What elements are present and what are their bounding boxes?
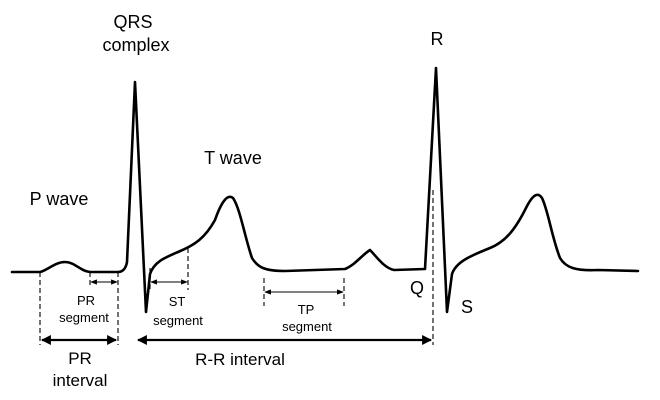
r-label: R — [431, 29, 444, 49]
p-wave-label: P wave — [30, 189, 89, 209]
t-wave-label: T wave — [204, 148, 262, 168]
s-label: S — [461, 297, 473, 317]
tp-segment-label-line2: segment — [282, 319, 332, 334]
pr-segment-label-line2: segment — [59, 310, 109, 325]
pr-interval-label-line2: interval — [53, 371, 108, 390]
tp-segment-label-line1: TP — [298, 302, 315, 317]
q-label: Q — [410, 278, 424, 298]
qrs-label-line2: complex — [102, 35, 169, 55]
st-segment-label-line1: ST — [169, 294, 186, 309]
pr-interval-label-line1: PR — [68, 349, 92, 368]
pr-segment-label-line1: PR — [77, 293, 95, 308]
st-segment-label-line2: segment — [153, 313, 203, 328]
ecg-trace — [10, 66, 640, 314]
qrs-label-line1: QRS — [113, 12, 152, 32]
rr-interval-label: R-R interval — [195, 350, 285, 369]
